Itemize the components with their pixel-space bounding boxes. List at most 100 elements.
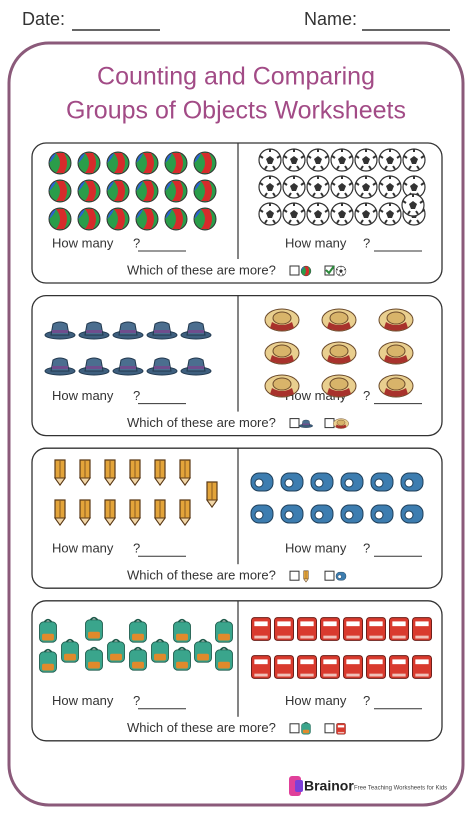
backpack-part — [218, 633, 230, 641]
backpack-icon — [129, 646, 147, 671]
backpack-part — [133, 618, 143, 623]
ball-part — [290, 210, 298, 218]
pencil-icon — [54, 459, 66, 487]
hat-part — [327, 388, 351, 397]
pencil-icon — [179, 459, 191, 487]
ball-part — [266, 156, 274, 164]
soccer-icon — [354, 175, 378, 199]
backpack-icon — [39, 648, 57, 673]
hat-part — [327, 355, 351, 364]
ball-part — [78, 181, 85, 191]
ball-icon — [164, 179, 188, 203]
pencil-icon — [79, 499, 91, 527]
strawhat-icon — [378, 308, 414, 332]
book-part — [346, 621, 360, 627]
question-mark: ? — [133, 388, 140, 403]
book-part — [300, 621, 314, 627]
book-part — [392, 621, 406, 627]
hat-part — [272, 377, 292, 391]
book-part — [392, 635, 406, 639]
soccer-icon — [282, 175, 306, 199]
pouch-part — [314, 478, 324, 488]
pouch-part — [404, 478, 414, 488]
pouch-part — [337, 574, 342, 579]
pencil-icon — [129, 459, 141, 487]
ball-icon — [135, 207, 159, 231]
hat-icon — [146, 357, 178, 376]
backpack-icon — [151, 638, 169, 663]
soccer-icon — [258, 148, 282, 172]
pencil-icon — [104, 459, 116, 487]
hat-icon — [180, 357, 212, 376]
soccer-icon — [258, 175, 282, 199]
ball-part — [290, 156, 298, 164]
pencil-part — [79, 517, 91, 526]
hat-icon — [44, 357, 76, 376]
title-line: Counting and Comparing — [97, 63, 375, 91]
book-part — [369, 659, 383, 665]
hat-part — [302, 423, 310, 425]
pencil-icon — [79, 459, 91, 487]
hat-icon — [180, 321, 212, 340]
book-icon — [412, 655, 432, 679]
book-part — [415, 635, 429, 639]
hat-icon — [78, 357, 110, 376]
checkmark — [325, 265, 335, 275]
ball-part — [201, 181, 212, 201]
book-part — [415, 659, 429, 665]
backpack-icon — [39, 618, 57, 643]
book-part — [277, 659, 291, 665]
book-part — [277, 673, 291, 677]
ball-part — [336, 266, 346, 276]
hat-part — [120, 366, 136, 369]
backpack-part — [176, 661, 188, 669]
ball-part — [338, 183, 346, 191]
hat-part — [335, 424, 347, 429]
ball-part — [379, 176, 401, 197]
pouch-icon — [340, 504, 364, 524]
strawhat-icon — [378, 374, 414, 398]
ball-icon — [48, 179, 72, 203]
ball-part — [107, 153, 114, 163]
ball-part — [283, 203, 305, 224]
pencil-part — [179, 517, 191, 526]
ball-part — [259, 176, 281, 197]
ball-part — [136, 209, 143, 219]
backpack-icon — [61, 638, 79, 663]
backpack-part — [302, 729, 310, 734]
backpack-icon — [301, 721, 311, 735]
hat-part — [52, 366, 68, 369]
book-part — [346, 635, 360, 639]
pouch-icon — [310, 472, 334, 492]
book-part — [254, 659, 268, 665]
pouch-part — [284, 510, 294, 520]
ball-part — [339, 269, 343, 273]
pouch-part — [254, 510, 264, 520]
section-box — [31, 447, 443, 589]
hat-part — [186, 321, 206, 336]
soccer-icon — [330, 175, 354, 199]
question-text: How many — [52, 541, 114, 556]
hat-part — [272, 344, 292, 358]
pencil-icon — [129, 499, 141, 527]
ball-part — [56, 153, 67, 173]
strawhat-icon — [264, 308, 300, 332]
section-box — [31, 142, 443, 284]
ball-part — [403, 149, 425, 170]
question-text: How many — [285, 693, 347, 708]
page-border — [7, 41, 465, 807]
hat-part — [118, 357, 138, 372]
backpack-part — [65, 638, 75, 643]
question-mark: ? — [363, 541, 370, 556]
ball-part — [143, 209, 154, 229]
soccer-icon — [282, 202, 306, 226]
book-part — [337, 731, 345, 734]
hat-part — [270, 388, 294, 397]
book-icon — [389, 655, 409, 679]
hat-icon — [112, 321, 144, 340]
backpack-part — [176, 633, 188, 641]
ball-part — [49, 153, 56, 163]
backpack-part — [155, 638, 165, 643]
section-box — [31, 294, 443, 437]
brand-name: Brainor — [304, 778, 354, 794]
